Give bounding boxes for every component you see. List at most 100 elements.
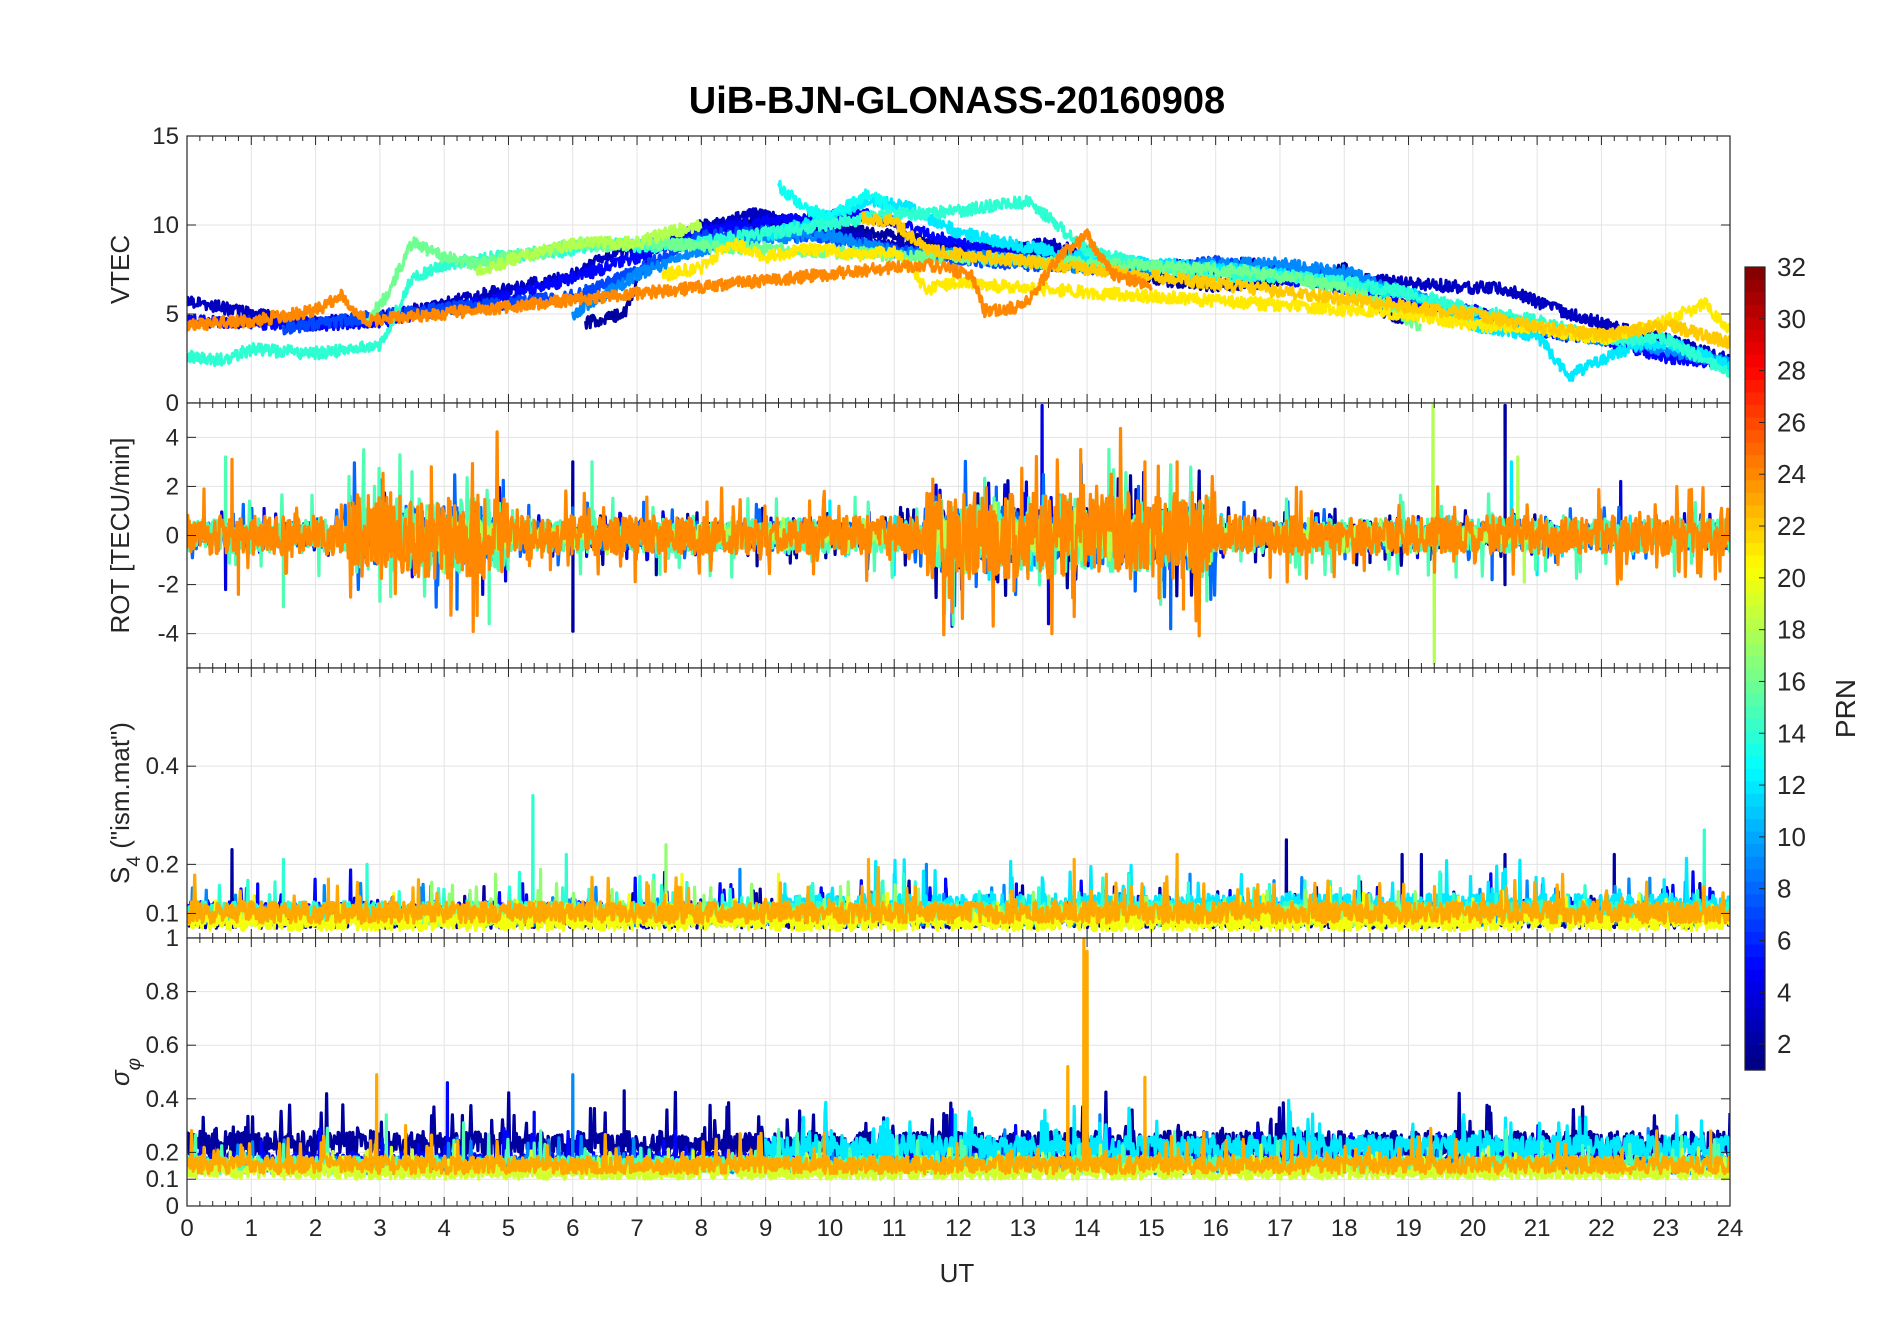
colorbar-tick-label: 24	[1777, 459, 1806, 489]
y-tick-label: 0	[166, 1193, 179, 1220]
colorbar-tick-label: 18	[1777, 615, 1806, 645]
colorbar-band	[1745, 693, 1765, 707]
colorbar-band	[1745, 1044, 1765, 1059]
y-axis-label: ROT [TECU/min]	[105, 438, 135, 634]
colorbar-frame	[1744, 266, 1766, 1071]
colorbar-band	[1745, 605, 1765, 619]
y-axis-label: σφ	[105, 1058, 145, 1086]
colorbar-band	[1745, 894, 1765, 908]
y-axis-label: S4 ("ism.mat")	[105, 722, 145, 884]
colorbar-band	[1745, 806, 1765, 820]
colorbar-band	[1745, 517, 1765, 532]
colorbar-band	[1745, 969, 1765, 983]
colorbar-tick-label: 8	[1777, 874, 1791, 904]
x-axis-label: UT	[940, 1258, 975, 1288]
series-line-prn-24	[187, 426, 1730, 638]
colorbar-band	[1745, 367, 1765, 381]
series-group	[187, 179, 1730, 382]
y-tick-label: 0.4	[146, 1086, 179, 1113]
colorbar-tick-label: 28	[1777, 356, 1806, 386]
colorbar-band	[1745, 1032, 1765, 1046]
panel-vtec: 0 5 10 15 VTEC	[105, 123, 1731, 417]
x-tick-label: 12	[945, 1215, 972, 1242]
colorbar-band	[1745, 743, 1765, 757]
x-tick-label: 21	[1524, 1215, 1551, 1242]
colorbar-band	[1745, 1007, 1765, 1021]
colorbar-band	[1745, 655, 1765, 670]
colorbar-band	[1745, 304, 1765, 318]
colorbar-band	[1745, 793, 1765, 808]
x-tick-label: 15	[1138, 1215, 1165, 1242]
colorbar-band	[1745, 580, 1765, 594]
series-line-prn-19	[187, 1143, 1730, 1181]
x-tick-label: 8	[695, 1215, 708, 1242]
colorbar-band	[1745, 756, 1765, 770]
x-tick-label: 7	[630, 1215, 643, 1242]
colorbar-tick-label: 22	[1777, 511, 1806, 541]
colorbar-band	[1745, 593, 1765, 607]
x-tick-label: 22	[1588, 1215, 1615, 1242]
colorbar-band	[1745, 279, 1765, 293]
axes: 00.10.2 0.4 0.6 0.8 1	[146, 925, 1731, 1220]
y-tick-label: 0	[166, 390, 179, 417]
x-tick-label: 3	[373, 1215, 386, 1242]
colorbar-band	[1745, 618, 1765, 632]
y-tick-label: 0.2	[146, 851, 179, 878]
x-tick-label: 20	[1459, 1215, 1486, 1242]
x-tick-label: 9	[759, 1215, 772, 1242]
y-tick-label: -4	[158, 621, 179, 648]
colorbar-tick-label: 2	[1777, 1029, 1791, 1059]
colorbar-band	[1745, 643, 1765, 657]
colorbar-band	[1745, 831, 1765, 845]
y-tick-label: 4	[166, 424, 179, 451]
x-tick-label: 2	[309, 1215, 322, 1242]
colorbar-band	[1745, 292, 1765, 306]
colorbar-band	[1745, 329, 1765, 343]
x-tick-label: 0	[180, 1215, 193, 1242]
y-tick-label: 15	[152, 123, 179, 150]
colorbar-band	[1745, 731, 1765, 745]
panel-rot: -4 -2 0 2 4 ROT [TECU/min]	[105, 402, 1731, 669]
x-tick-label: 14	[1074, 1215, 1101, 1242]
colorbar-band	[1745, 267, 1765, 281]
y-tick-label: 0.4	[146, 753, 179, 780]
colorbar-band	[1745, 630, 1765, 645]
colorbar-tick-label: 32	[1777, 252, 1806, 282]
series-line-prn-22	[860, 211, 1730, 350]
colorbar-tick-label: 20	[1777, 563, 1806, 593]
colorbar-band	[1745, 781, 1765, 795]
colorbar-band	[1745, 530, 1765, 544]
y-tick-label: 0.1	[146, 900, 179, 927]
colorbar-band	[1745, 931, 1765, 946]
colorbar-band	[1745, 342, 1765, 356]
colorbar-band	[1745, 354, 1765, 368]
colorbar-band	[1745, 856, 1765, 870]
x-tick-labels: 0 1 2 3 4 5 6 7 8 9 10 11 12 13 14 15 16 17 18 19 20 21 22 23 24	[180, 1215, 1743, 1242]
panel-s4: 0.1 0.2 0.4S4 ("ism.mat")	[105, 667, 1731, 939]
colorbar-band	[1745, 768, 1765, 783]
colorbar-band	[1745, 405, 1765, 419]
colorbar-band	[1745, 492, 1765, 506]
series-line-prn-24	[187, 228, 1153, 332]
colorbar-band	[1745, 844, 1765, 858]
colorbar-band	[1745, 718, 1765, 732]
y-tick-label: 10	[152, 212, 179, 239]
colorbar-tick-label: 16	[1777, 666, 1806, 696]
chart-title: UiB-BJN-GLONASS-20160908	[689, 80, 1225, 122]
colorbar-band	[1745, 455, 1765, 469]
colorbar-band	[1745, 467, 1765, 481]
x-tick-label: 13	[1009, 1215, 1036, 1242]
colorbar-band	[1745, 944, 1765, 958]
colorbar-band	[1745, 379, 1765, 394]
colorbar-tick-label: 12	[1777, 770, 1806, 800]
colorbar-tick-label: 10	[1777, 822, 1806, 852]
colorbar-band	[1745, 505, 1765, 519]
y-tick-label: 0.8	[146, 979, 179, 1006]
y-axis-label: VTEC	[105, 235, 135, 304]
x-tick-label: 19	[1395, 1215, 1422, 1242]
colorbar-band	[1745, 392, 1765, 406]
x-tick-label: 16	[1202, 1215, 1229, 1242]
